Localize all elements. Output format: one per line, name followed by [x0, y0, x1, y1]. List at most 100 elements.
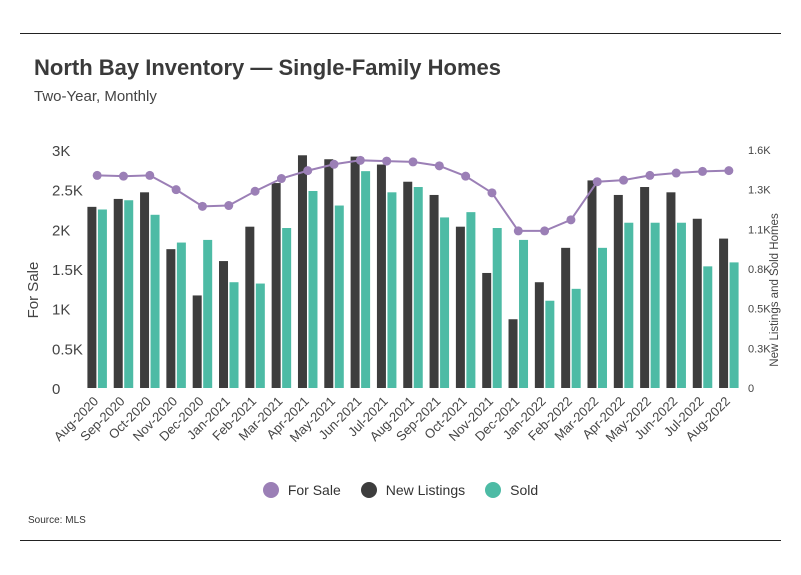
point-for-sale	[566, 215, 576, 225]
point-for-sale	[487, 188, 497, 198]
point-for-sale	[118, 171, 128, 181]
point-for-sale	[461, 171, 471, 181]
point-for-sale	[145, 170, 155, 180]
bar-new-listings	[587, 180, 597, 388]
series-line-for-sale	[97, 159, 729, 232]
right-axis-tick-label: 1.6K	[748, 145, 771, 157]
point-for-sale	[408, 157, 418, 167]
legend-item-new-listings[interactable]: New Listings	[360, 482, 466, 498]
left-axis-tick-label: 2.5K	[52, 183, 83, 200]
point-for-sale	[276, 174, 286, 184]
bar-new-listings	[376, 164, 386, 388]
bar-new-listings	[271, 183, 281, 388]
bottom-rule	[20, 540, 781, 541]
bar-sold	[282, 228, 292, 388]
bar-sold	[571, 288, 581, 388]
left-axis-tick-label: 1.5K	[52, 262, 83, 279]
legend-swatch-new-listings	[360, 482, 377, 498]
bar-new-listings	[561, 247, 571, 388]
point-for-sale	[329, 159, 339, 169]
legend: For Sale New Listings Sold	[0, 482, 801, 498]
chart-title: North Bay Inventory — Single-Family Home…	[34, 55, 501, 80]
bar-sold	[519, 239, 529, 388]
bar-new-listings	[534, 282, 544, 388]
bar-sold	[308, 190, 318, 388]
right-axis-tick-label: 0	[748, 383, 754, 395]
legend-item-sold[interactable]: Sold	[485, 482, 538, 498]
bar-sold	[387, 192, 397, 388]
bar-sold	[650, 222, 660, 388]
point-for-sale	[592, 177, 602, 187]
point-for-sale	[434, 161, 444, 171]
point-for-sale	[540, 226, 550, 236]
right-axis-title: New Listings and Sold Homes	[769, 213, 781, 367]
left-axis-title: For Sale	[25, 262, 42, 319]
left-axis-tick-label: 0.5K	[52, 341, 83, 358]
bar-new-listings	[297, 155, 307, 388]
bar-sold	[492, 228, 502, 388]
bar-sold	[729, 262, 739, 388]
bar-sold	[124, 200, 134, 388]
point-for-sale	[619, 175, 629, 185]
right-axis-tick-label: 0.5K	[748, 304, 771, 316]
point-for-sale	[355, 155, 365, 165]
bar-sold	[703, 266, 713, 388]
left-axis-tick-label: 0	[52, 381, 60, 398]
legend-swatch-for-sale	[262, 482, 279, 498]
bar-new-listings	[613, 194, 623, 388]
right-axis-tick-label: 0.8K	[748, 264, 771, 276]
point-for-sale	[197, 201, 207, 211]
right-axis-tick-label: 0.3K	[748, 343, 771, 355]
bar-sold	[597, 247, 607, 388]
bar-new-listings	[403, 181, 413, 388]
bar-new-listings	[350, 156, 360, 388]
bar-sold	[229, 282, 239, 388]
source-note: Source: MLS	[28, 515, 86, 526]
point-for-sale	[671, 168, 681, 178]
bar-sold	[440, 217, 450, 388]
left-axis-tick-label: 2K	[52, 222, 70, 239]
bar-new-listings	[166, 249, 176, 388]
bar-new-listings	[87, 206, 97, 388]
bar-new-listings	[640, 187, 650, 388]
bar-sold	[150, 214, 160, 388]
bar-new-listings	[666, 192, 676, 388]
bar-new-listings	[113, 198, 123, 388]
bar-new-listings	[508, 319, 518, 388]
bar-sold	[203, 239, 213, 388]
bar-new-listings	[692, 218, 702, 388]
legend-label-sold: Sold	[510, 482, 539, 498]
bar-sold	[545, 300, 555, 388]
bar-sold	[413, 187, 423, 388]
bar-sold	[624, 222, 634, 388]
point-for-sale	[513, 226, 523, 236]
point-for-sale	[382, 156, 392, 166]
point-for-sale	[303, 166, 313, 176]
bar-new-listings	[482, 272, 492, 388]
point-for-sale	[698, 166, 708, 176]
right-axis-tick-label: 1.1K	[748, 224, 771, 236]
left-axis-tick-label: 1K	[52, 302, 70, 319]
chart-subtitle: Two-Year, Monthly	[34, 88, 157, 105]
bar-sold	[97, 209, 107, 388]
point-for-sale	[171, 185, 181, 195]
bar-new-listings	[719, 238, 729, 388]
point-for-sale	[224, 201, 234, 211]
bar-new-listings	[140, 192, 150, 388]
legend-label-for-sale: For Sale	[287, 482, 341, 498]
bar-new-listings	[219, 261, 229, 388]
legend-item-for-sale[interactable]: For Sale	[262, 482, 341, 498]
bar-sold	[466, 212, 476, 388]
bar-new-listings	[192, 295, 202, 388]
point-for-sale	[724, 166, 734, 176]
point-for-sale	[645, 170, 655, 180]
right-axis-tick-label: 1.3K	[748, 185, 771, 197]
legend-label-new-listings: New Listings	[385, 482, 466, 498]
top-rule	[20, 33, 781, 34]
bar-sold	[176, 242, 186, 388]
bar-new-listings	[324, 159, 334, 388]
bar-new-listings	[455, 226, 465, 388]
bar-new-listings	[429, 194, 439, 388]
legend-swatch-sold	[485, 482, 502, 498]
